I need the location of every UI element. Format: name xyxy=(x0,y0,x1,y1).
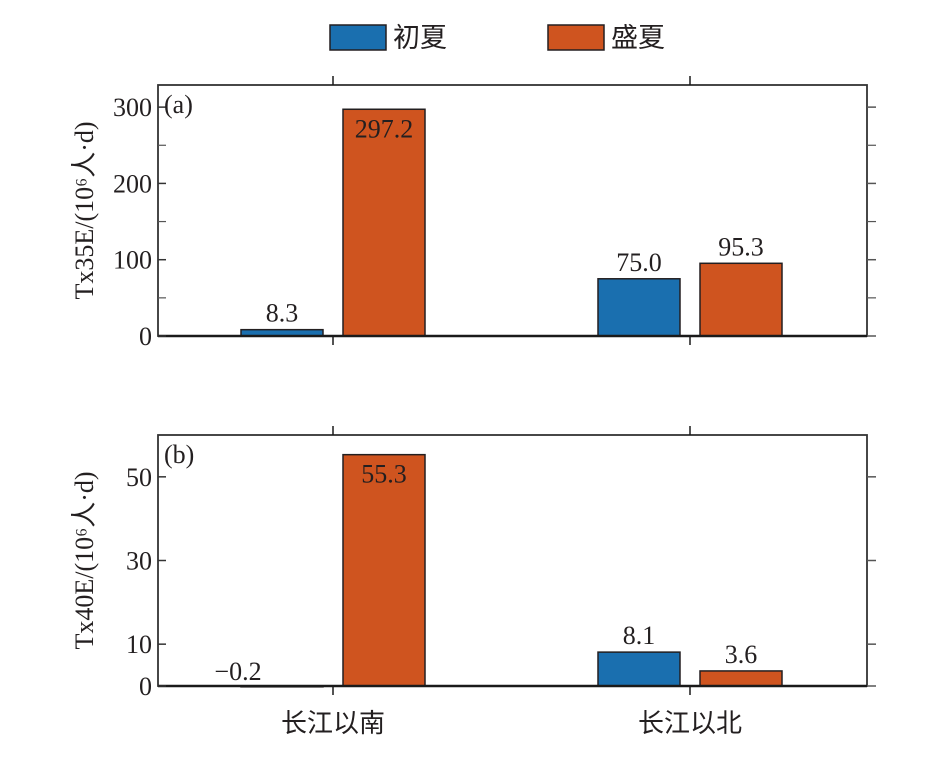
bar-early-summer-1 xyxy=(597,278,681,337)
data-label: 55.3 xyxy=(361,460,407,489)
axes-frame xyxy=(157,434,868,687)
legend: 初夏 盛夏 xyxy=(329,23,665,54)
data-label: 75.0 xyxy=(616,248,662,277)
bar-mid-summer-1 xyxy=(699,262,783,337)
bar-mid-summer-1 xyxy=(699,670,783,687)
data-label: 95.3 xyxy=(718,232,764,261)
x-tick-label: 长江以北 xyxy=(638,709,742,739)
data-label: 8.3 xyxy=(266,299,299,328)
data-label: −0.2 xyxy=(214,657,261,686)
y-tick-label: 10 xyxy=(126,630,152,659)
legend-swatch-early-summer xyxy=(329,24,387,51)
data-label: 297.2 xyxy=(355,114,414,143)
panel-b: −0.2 8.1 55.3 3.6 0 10 30 50 长江以南 长江以北 (b) Tx40E/(1… xyxy=(70,426,876,739)
panel-label: (b) xyxy=(164,440,194,469)
y-tick-label: 100 xyxy=(113,246,152,275)
legend-label-early-summer: 初夏 xyxy=(393,23,447,54)
data-label: 8.1 xyxy=(623,621,656,650)
bar-early-summer-1 xyxy=(597,651,681,687)
y-tick-label: 300 xyxy=(113,93,152,122)
y-axis-label: Tx40E/(10⁶人·d) xyxy=(70,471,99,649)
y-tick-label: 30 xyxy=(126,547,152,576)
data-label: 3.6 xyxy=(725,640,758,669)
legend-label-midsummer: 盛夏 xyxy=(611,23,665,54)
y-tick-label: 0 xyxy=(139,322,152,351)
y-tick-label: 0 xyxy=(139,672,152,701)
y-tick-label: 50 xyxy=(126,463,152,492)
y-tick-label: 200 xyxy=(113,169,152,198)
legend-swatch-midsummer xyxy=(547,24,605,51)
panel-a: 8.3 75.0 297.2 95.3 0 100 200 300 (a) Tx35E/(10⁶人… xyxy=(70,76,876,351)
y-axis-label: Tx35E/(10⁶人·d) xyxy=(70,121,99,299)
panel-label: (a) xyxy=(164,90,193,119)
bar-mid-summer-0 xyxy=(342,453,426,687)
bar-mid-summer-0 xyxy=(342,108,426,337)
x-tick-label: 长江以南 xyxy=(281,709,385,739)
